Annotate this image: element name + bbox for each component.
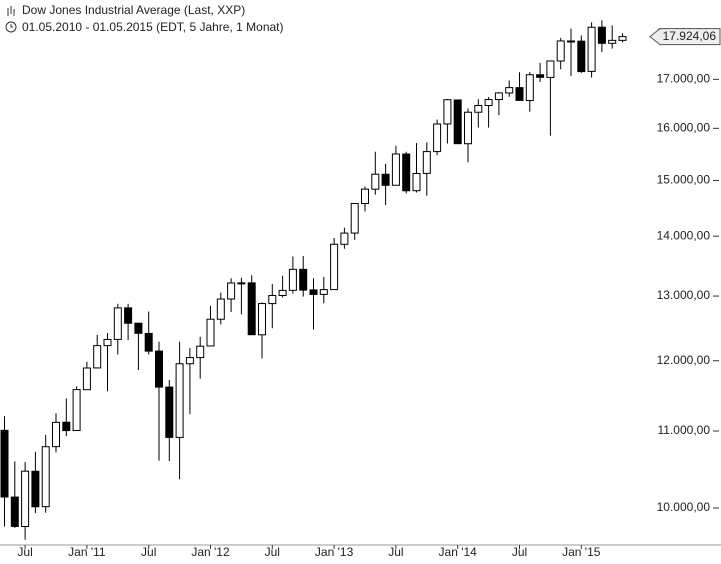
candle-body	[515, 87, 524, 101]
candle-body	[381, 173, 390, 186]
candle-body	[278, 289, 287, 296]
x-tick-label: Jul	[388, 545, 403, 559]
y-tick-label: 11.000,00	[658, 423, 711, 437]
clock-hands	[10, 24, 13, 28]
candle-body	[536, 74, 545, 78]
candle-body	[567, 40, 575, 43]
candle-body	[268, 294, 277, 305]
candle-body	[196, 345, 205, 359]
candle-body	[464, 111, 472, 145]
candle-body	[237, 282, 246, 285]
candle-body	[247, 282, 256, 336]
candle-body	[82, 367, 91, 391]
candle-body	[72, 389, 81, 431]
candle-body	[556, 40, 565, 62]
candle-body	[144, 332, 153, 352]
candle-body	[597, 26, 606, 44]
chart-title: Dow Jones Industrial Average (Last, XXP)	[22, 3, 245, 17]
candle-body	[41, 446, 50, 508]
last-price-label: 17.924,06	[663, 29, 717, 43]
candle-body	[474, 105, 483, 113]
candle-body	[113, 307, 122, 340]
candle-body	[288, 268, 297, 291]
candle-body	[258, 303, 266, 336]
candle-body	[453, 99, 462, 145]
candle-body	[330, 243, 339, 291]
candle-body	[155, 350, 163, 388]
x-tick-label: Jan '11	[68, 545, 106, 559]
y-tick-label: 12.000,00	[657, 353, 711, 367]
x-tick-label: Jul	[141, 545, 156, 559]
candle-body	[402, 153, 411, 192]
candle-body	[371, 173, 380, 190]
candle-body	[206, 318, 215, 347]
chart-subtitle: 01.05.2010 - 01.05.2015 (EDT, 5 Jahre, 1…	[22, 20, 284, 34]
x-tick-label: Jan '14	[439, 545, 478, 559]
candle-body	[618, 36, 627, 41]
candle-body	[412, 172, 421, 192]
y-tick-label: 10.000,00	[657, 500, 711, 514]
candle-body	[103, 338, 112, 347]
candle-body	[319, 289, 328, 295]
y-tick-label: 13.000,00	[657, 288, 711, 302]
candle-body	[52, 421, 60, 448]
candle-body	[361, 188, 369, 205]
candle-body	[484, 99, 493, 107]
chart-icon	[7, 6, 15, 16]
candle-body	[309, 289, 318, 295]
candle-body	[10, 496, 19, 527]
y-tick-label: 17.000,00	[657, 72, 711, 86]
x-tick-label: Jul	[512, 545, 527, 559]
candle-body	[216, 298, 225, 320]
x-tick-label: Jul	[265, 545, 280, 559]
candle-body	[175, 363, 184, 438]
candle-body	[62, 421, 71, 432]
candle-body	[433, 123, 442, 153]
candle-body	[21, 470, 30, 528]
candle-body	[31, 470, 40, 508]
candle-body	[134, 322, 143, 334]
candle-body	[165, 386, 174, 438]
candle-body	[577, 40, 586, 73]
x-tick-label: Jan '15	[562, 545, 601, 559]
candle-body	[608, 39, 617, 44]
candle-body	[340, 232, 349, 245]
y-tick-label: 16.000,00	[657, 121, 711, 135]
y-tick-label: 14.000,00	[657, 228, 711, 242]
x-tick-label: Jan '13	[315, 545, 354, 559]
candle-body	[505, 87, 514, 94]
candle-body	[587, 26, 596, 72]
candle-body	[422, 151, 431, 174]
candle-body	[93, 345, 102, 369]
candle-body	[494, 92, 503, 101]
candle-body	[546, 60, 555, 78]
y-tick-label: 15.000,00	[657, 173, 711, 187]
candle-body	[0, 429, 9, 498]
candle-body	[185, 357, 194, 365]
clock-icon	[5, 21, 17, 33]
candle-body	[443, 99, 452, 125]
x-tick-label: Jan '12	[191, 545, 230, 559]
candle-body	[525, 74, 534, 101]
last-price-tag	[649, 28, 721, 46]
candle-body	[299, 268, 308, 291]
candle-body	[124, 307, 133, 324]
candle-body	[391, 153, 400, 186]
x-tick-label: Jul	[17, 545, 32, 559]
candle-body	[350, 202, 359, 234]
candle-body	[227, 282, 236, 300]
